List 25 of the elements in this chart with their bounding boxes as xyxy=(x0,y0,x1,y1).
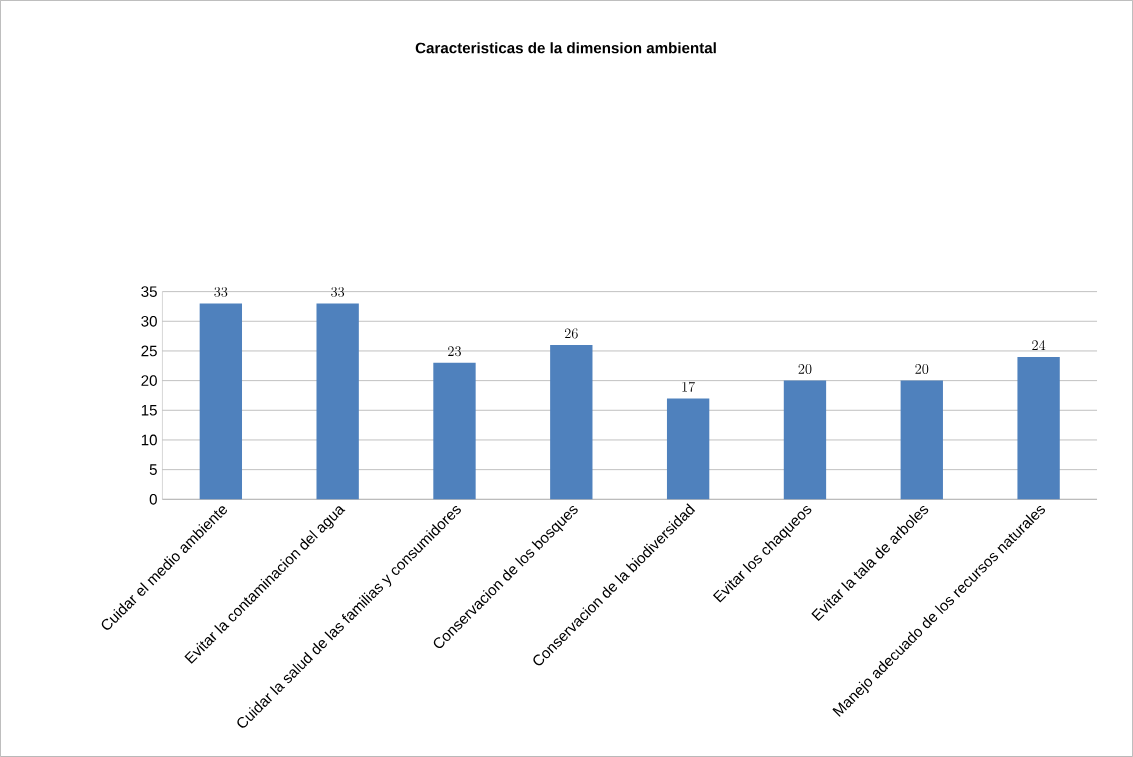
data-label: 26 xyxy=(564,328,578,339)
bar xyxy=(900,380,943,500)
bar xyxy=(433,362,476,500)
data-label: 20 xyxy=(915,364,929,375)
data-label: 23 xyxy=(448,346,461,357)
data-label: 33 xyxy=(214,286,228,297)
y-tick-label: 20 xyxy=(141,375,157,386)
y-tick-label: 30 xyxy=(141,315,157,327)
y-tick-label: 25 xyxy=(141,345,157,357)
y-tick-label: 15 xyxy=(141,405,157,416)
bar xyxy=(316,303,359,500)
data-label: 20 xyxy=(798,364,812,375)
y-tick-label: 5 xyxy=(149,464,157,475)
data-label: 17 xyxy=(682,381,695,392)
y-tick-label: 0 xyxy=(149,493,157,505)
bar xyxy=(1017,356,1060,500)
chart-title: Caracteristicas de la dimension ambiental xyxy=(415,42,716,54)
bar xyxy=(783,380,827,500)
bar xyxy=(550,345,593,500)
bar xyxy=(666,398,710,500)
data-label: 24 xyxy=(1032,340,1046,350)
bar xyxy=(199,303,243,500)
y-tick-label: 10 xyxy=(141,434,157,446)
y-tick-label: 35 xyxy=(141,286,157,297)
data-label: 33 xyxy=(331,286,345,297)
